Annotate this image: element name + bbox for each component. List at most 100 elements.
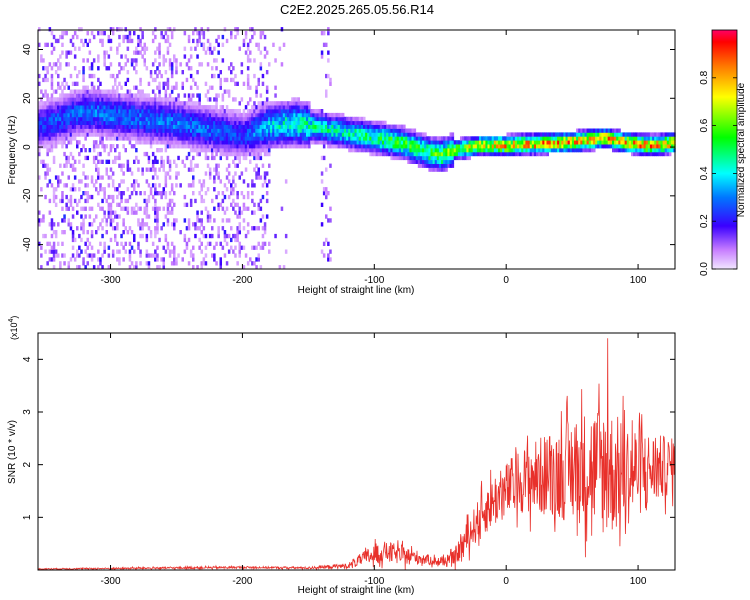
- spectrogram-cell: [50, 50, 54, 55]
- spectrogram-cell: [84, 109, 87, 114]
- spectrogram-cell: [158, 140, 161, 145]
- spectrogram-cell: [390, 124, 393, 129]
- spectrogram-cell: [660, 148, 664, 153]
- spectrogram-cell: [447, 159, 450, 164]
- spectrogram-cell: [325, 42, 328, 47]
- spectrogram-cell: [40, 218, 43, 223]
- spectrogram-cell: [261, 233, 265, 239]
- spectrogram-cell: [527, 144, 531, 149]
- spectrogram-cell: [236, 191, 239, 196]
- spectrogram-cell: [130, 128, 134, 133]
- spectrogram-cell: [255, 175, 258, 180]
- spectrogram-cell: [588, 144, 592, 149]
- spectrogram-cell: [265, 144, 269, 149]
- spectrogram-cell: [52, 198, 56, 204]
- spectrogram-cell: [133, 144, 136, 149]
- spectrogram-cell: [126, 116, 130, 122]
- spectrogram-cell: [411, 140, 415, 145]
- spectrogram-cell: [86, 230, 90, 235]
- spectrogram-cell: [322, 128, 326, 133]
- spectrogram-cell: [525, 151, 528, 157]
- spectrogram-cell: [333, 128, 336, 133]
- spectrogram-cell: [379, 136, 383, 141]
- spectrogram-cell: [521, 132, 524, 137]
- spectrogram-cell: [151, 159, 155, 164]
- spectrogram-cell: [637, 151, 640, 157]
- spectrogram-cell: [339, 120, 343, 125]
- spectrogram-cell: [175, 70, 178, 75]
- spectrogram-cell: [50, 93, 54, 98]
- spectrogram-cell: [164, 175, 168, 180]
- spectrogram-cell: [287, 112, 290, 118]
- spectrogram-cell: [246, 151, 250, 157]
- snr-x-tick-label: -100: [364, 576, 384, 587]
- spectrogram-cell: [255, 163, 258, 168]
- spectrogram-cell: [234, 120, 237, 125]
- spectrogram-cell: [415, 148, 419, 153]
- spectrogram-cell: [97, 124, 100, 129]
- spectrogram-cell: [48, 144, 52, 149]
- spectrogram-cell: [413, 140, 417, 145]
- spectrogram-cell: [189, 163, 193, 168]
- spectrogram-cell: [217, 34, 220, 40]
- spectrogram-cell: [143, 62, 147, 67]
- spectrogram-cell: [322, 31, 326, 36]
- spectrogram-cell: [92, 128, 96, 133]
- spectrogram-cell: [234, 210, 237, 215]
- spectrogram-cell: [527, 148, 531, 153]
- spectrogram-cell: [582, 144, 585, 149]
- spectrogram-cell: [170, 105, 174, 110]
- spectrogram-cell: [61, 34, 64, 40]
- spectrogram-cell: [424, 144, 427, 149]
- spectrogram-cell: [147, 112, 151, 118]
- spectrogram-cell: [124, 105, 128, 110]
- spectrogram-cell: [346, 116, 349, 122]
- spectrogram-cell: [198, 116, 201, 122]
- spectrogram-cell: [48, 198, 52, 204]
- spectrogram-cell: [483, 144, 486, 149]
- spectrogram-cell: [128, 112, 132, 118]
- spectrogram-cell: [38, 148, 41, 153]
- spectrogram-cell: [67, 261, 71, 266]
- spectrogram-cell: [464, 144, 467, 149]
- spectrogram-cell: [103, 148, 106, 153]
- spectrogram-cell: [118, 97, 121, 102]
- spectrogram-cell: [177, 128, 180, 133]
- spectrogram-cell: [257, 206, 261, 211]
- spectrogram-cell: [170, 31, 174, 36]
- spectrogram-cell: [164, 58, 168, 63]
- spectrogram-cell: [487, 136, 491, 141]
- spectrogram-cell: [662, 151, 666, 157]
- spectrogram-cell: [310, 128, 313, 133]
- spectrogram-cell: [320, 155, 324, 161]
- spectrogram-cell: [73, 128, 77, 133]
- spectrogram-cell: [223, 194, 227, 200]
- spectrogram-cell: [63, 97, 66, 102]
- spectrogram-cell: [42, 144, 45, 149]
- spectrogram-cell: [265, 50, 269, 55]
- spectrogram-cell: [154, 50, 157, 55]
- spectrogram-cell: [103, 144, 106, 149]
- spectrogram-cell: [154, 93, 157, 98]
- spectrogram-cell: [379, 140, 383, 145]
- spectrogram-cell: [145, 46, 149, 51]
- spectrogram-cell: [230, 77, 233, 83]
- spectrogram-cell: [114, 77, 117, 83]
- spectrogram-cell: [208, 148, 212, 153]
- spectrogram-cell: [82, 230, 85, 235]
- spectrogram-cell: [111, 253, 115, 258]
- spectrogram-cell: [460, 140, 463, 145]
- spectrogram-cell: [139, 249, 142, 254]
- spectrogram-cell: [63, 105, 66, 110]
- spectrogram-cell: [143, 101, 147, 106]
- spectrogram-cell: [377, 120, 381, 125]
- spectrogram-cell: [299, 101, 303, 106]
- spectrogram-cell: [605, 128, 609, 133]
- spectrogram-cell: [240, 171, 244, 176]
- spectrogram-cell: [107, 253, 111, 258]
- spectrogram-cell: [620, 132, 623, 137]
- spectrogram-cell: [578, 144, 581, 149]
- spectrogram-cell: [232, 120, 235, 125]
- spectrogram-cell: [189, 109, 193, 114]
- spectrogram-cell: [382, 136, 385, 141]
